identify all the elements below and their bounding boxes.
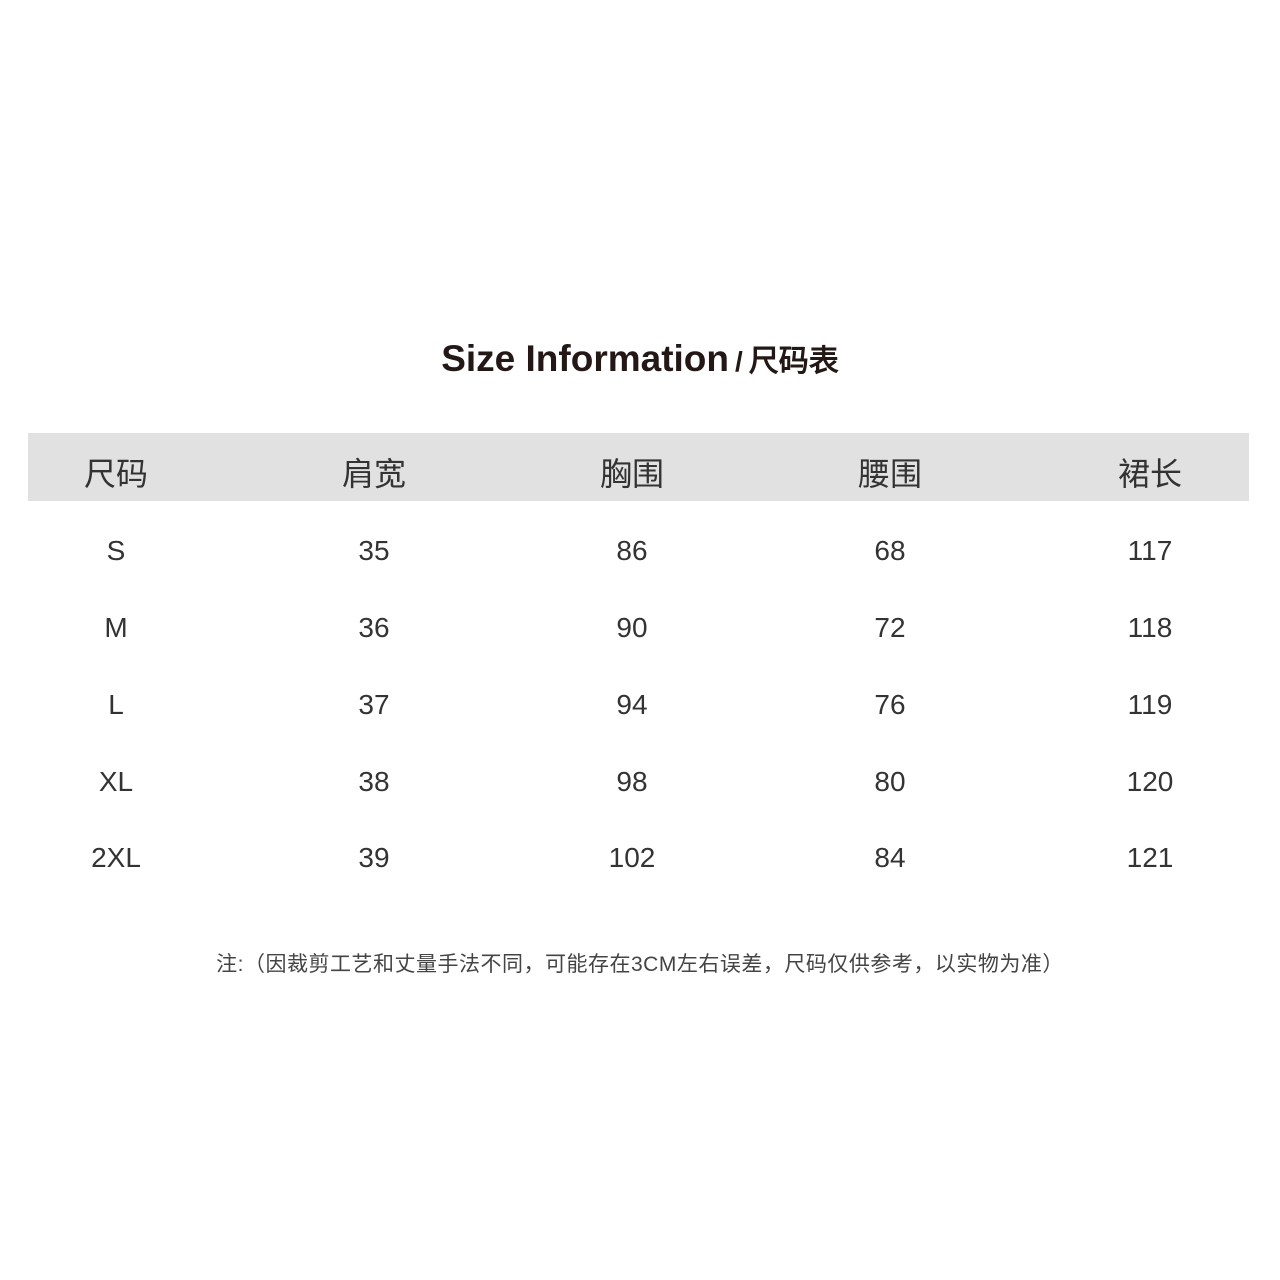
table-cell: 119: [1127, 689, 1173, 720]
table-cell: XL: [98, 766, 134, 797]
title-separator: /: [735, 346, 743, 377]
table-cell: 120: [1126, 766, 1174, 797]
title-english: Size Information: [441, 338, 730, 379]
disclaimer-note: 注:（因裁剪工艺和丈量手法不同，可能存在3CM左右误差，尺码仅供参考，以实物为准…: [216, 953, 1064, 976]
table-cell: 76: [874, 689, 906, 720]
table-cell: S: [106, 535, 126, 566]
table-cell: 86: [616, 535, 648, 566]
table-cell: 117: [1127, 535, 1173, 566]
table-cell: L: [108, 689, 124, 720]
table-cell: 121: [1126, 842, 1174, 873]
table-cell: 36: [358, 612, 390, 643]
table-cell: 37: [358, 689, 390, 720]
column-header: 胸围: [599, 456, 664, 492]
table-cell: 35: [358, 535, 390, 566]
page-title: Size Information / 尺码表: [0, 336, 1280, 380]
table-cell: 39: [358, 842, 390, 873]
table-cell: 90: [616, 612, 648, 643]
table-cell: 80: [874, 766, 906, 797]
table-cell: 38: [358, 766, 390, 797]
column-header: 裙长: [1117, 456, 1182, 492]
column-header: 腰围: [857, 456, 922, 492]
table-cell: M: [104, 612, 128, 643]
title-chinese: 尺码表: [748, 345, 839, 378]
table-cell: 118: [1127, 612, 1173, 643]
table-cell: 98: [616, 766, 648, 797]
table-cell: 94: [616, 689, 648, 720]
column-header: 肩宽: [341, 456, 406, 492]
table-cell: 68: [874, 535, 906, 566]
table-cell: 84: [874, 842, 906, 873]
table-header-band: [28, 433, 1249, 501]
table-cell: 72: [874, 612, 906, 643]
table-cell: 102: [608, 842, 656, 873]
table-cell: 2XL: [91, 842, 141, 873]
column-header: 尺码: [83, 456, 148, 492]
